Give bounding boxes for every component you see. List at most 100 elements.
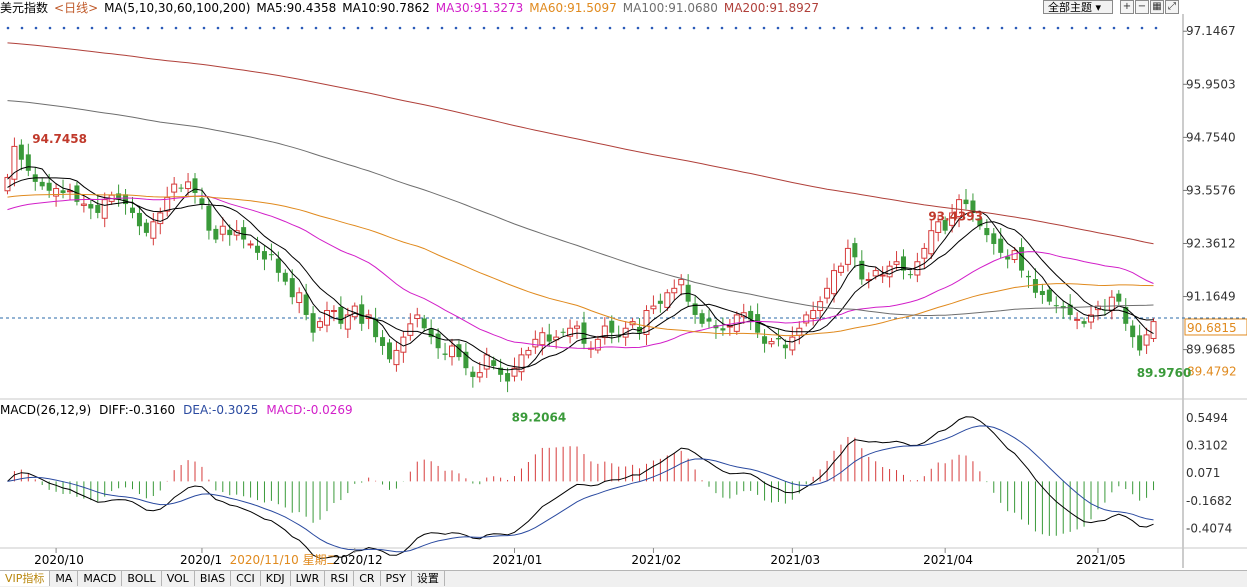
candle-body [116, 193, 122, 200]
candle-body [46, 182, 52, 191]
theme-dropdown-label: 全部主题 [1048, 1, 1092, 14]
marker-dot [300, 26, 304, 30]
marker-dot [720, 26, 724, 30]
marker-dot [230, 26, 234, 30]
tab-0[interactable]: VIP指标 [0, 571, 51, 586]
candle-body [386, 342, 392, 360]
candle-body [518, 354, 525, 373]
candle-body [435, 333, 441, 349]
marker-dot [258, 26, 262, 30]
macd-diff-value: DIFF:-0.3160 [99, 403, 176, 417]
candle-body [296, 292, 303, 304]
zoom-out-icon[interactable]: − [1135, 0, 1149, 14]
candle-body [1088, 314, 1095, 323]
macd-dea-value: DEA:-0.3025 [183, 403, 259, 417]
chart-header: 美元指数 <日线> MA(5,10,30,60,100,200) MA5:90.435… [0, 0, 825, 16]
candle-body [824, 287, 831, 299]
tab-1[interactable]: MA [50, 571, 79, 586]
marker-dot [20, 26, 24, 30]
candle-body [136, 212, 142, 227]
candle-body [338, 306, 344, 324]
candle-body [456, 344, 462, 358]
marker-dot [804, 26, 808, 30]
ma200-value: MA200:91.8927 [723, 1, 820, 15]
candle-body [803, 314, 810, 324]
marker-dot [90, 26, 94, 30]
candle-body [748, 310, 754, 320]
tab-7[interactable]: KDJ [261, 571, 291, 586]
candle-body [1046, 289, 1052, 302]
tab-3[interactable]: BOLL [122, 571, 162, 586]
ma-indicator-label[interactable]: MA(5,10,30,60,100,200) [104, 1, 251, 15]
x-tick-label: 2021/02 [631, 553, 681, 567]
candle-body [449, 345, 456, 358]
candle-body [1005, 256, 1011, 260]
tab-4[interactable]: VOL [162, 571, 195, 586]
marker-dot [818, 26, 822, 30]
tab-8[interactable]: LWR [291, 571, 326, 586]
marker-dot [860, 26, 864, 30]
candle-body [470, 371, 476, 378]
candle-body [872, 270, 879, 277]
marker-dot [398, 26, 402, 30]
candle-body [692, 303, 698, 315]
candle-body [227, 229, 233, 236]
theme-dropdown[interactable]: 全部主题 ▾ [1043, 0, 1113, 14]
candle-body [609, 320, 615, 333]
tab-11[interactable]: PSY [381, 571, 412, 586]
expand-icon[interactable]: ⤢ [1165, 0, 1179, 14]
tab-12[interactable]: 设置 [412, 571, 445, 586]
candle-body [414, 314, 421, 319]
marker-dot [76, 26, 80, 30]
marker-dot [832, 26, 836, 30]
candle-body [532, 338, 539, 348]
candle-body [219, 225, 226, 235]
marker-dot [678, 26, 682, 30]
marker-dot [1098, 26, 1102, 30]
grid-icon[interactable]: ▦ [1150, 0, 1164, 14]
marker-dot [48, 26, 52, 30]
candle-body [268, 254, 274, 256]
tab-10[interactable]: CR [354, 571, 381, 586]
marker-dot [538, 26, 542, 30]
x-tick-label: 2021/01 [493, 553, 543, 567]
tab-9[interactable]: RSI [325, 571, 355, 586]
marker-dot [958, 26, 962, 30]
macd-tick-label: 0.071 [1186, 466, 1220, 480]
tab-6[interactable]: CCI [231, 571, 261, 586]
candle-body [88, 204, 94, 209]
candle-body [678, 278, 685, 286]
candle-body [1123, 306, 1129, 324]
marker-dot [594, 26, 598, 30]
candle-body [546, 334, 552, 342]
candle-body [80, 203, 87, 206]
candle-body [900, 256, 906, 271]
x-tick-label: 2021/04 [923, 553, 973, 567]
candle-body [185, 181, 192, 190]
extreme-label: 89.9760 [1137, 366, 1192, 380]
tab-5[interactable]: BIAS [195, 571, 232, 586]
x-tick-label: 2020/12 [333, 553, 383, 567]
period-selector[interactable]: <日线> [54, 1, 99, 15]
macd-title[interactable]: MACD(26,12,9) [0, 403, 92, 417]
candle-body [206, 205, 212, 231]
candle-body [323, 310, 330, 326]
candle-body [407, 323, 414, 336]
tab-2[interactable]: MACD [78, 571, 123, 586]
candle-body [643, 310, 650, 335]
price-tick-label: 94.7540 [1186, 130, 1236, 144]
marker-dot [440, 26, 444, 30]
indicator-tabs: VIP指标 MA MACD BOLL VOL BIAS CCI KDJ LWR RSI CR PSY 设… [0, 570, 1247, 587]
marker-dot [636, 26, 640, 30]
candle-body [505, 373, 511, 382]
zoom-in-icon[interactable]: + [1120, 0, 1134, 14]
candle-body [963, 199, 969, 205]
candle-body [421, 318, 427, 329]
candle-body [789, 336, 796, 351]
macd-tick-label: -0.1682 [1186, 494, 1232, 508]
marker-dot [902, 26, 906, 30]
marker-dot [342, 26, 346, 30]
extreme-label: 93.4393 [928, 209, 983, 223]
marker-dot [944, 26, 948, 30]
